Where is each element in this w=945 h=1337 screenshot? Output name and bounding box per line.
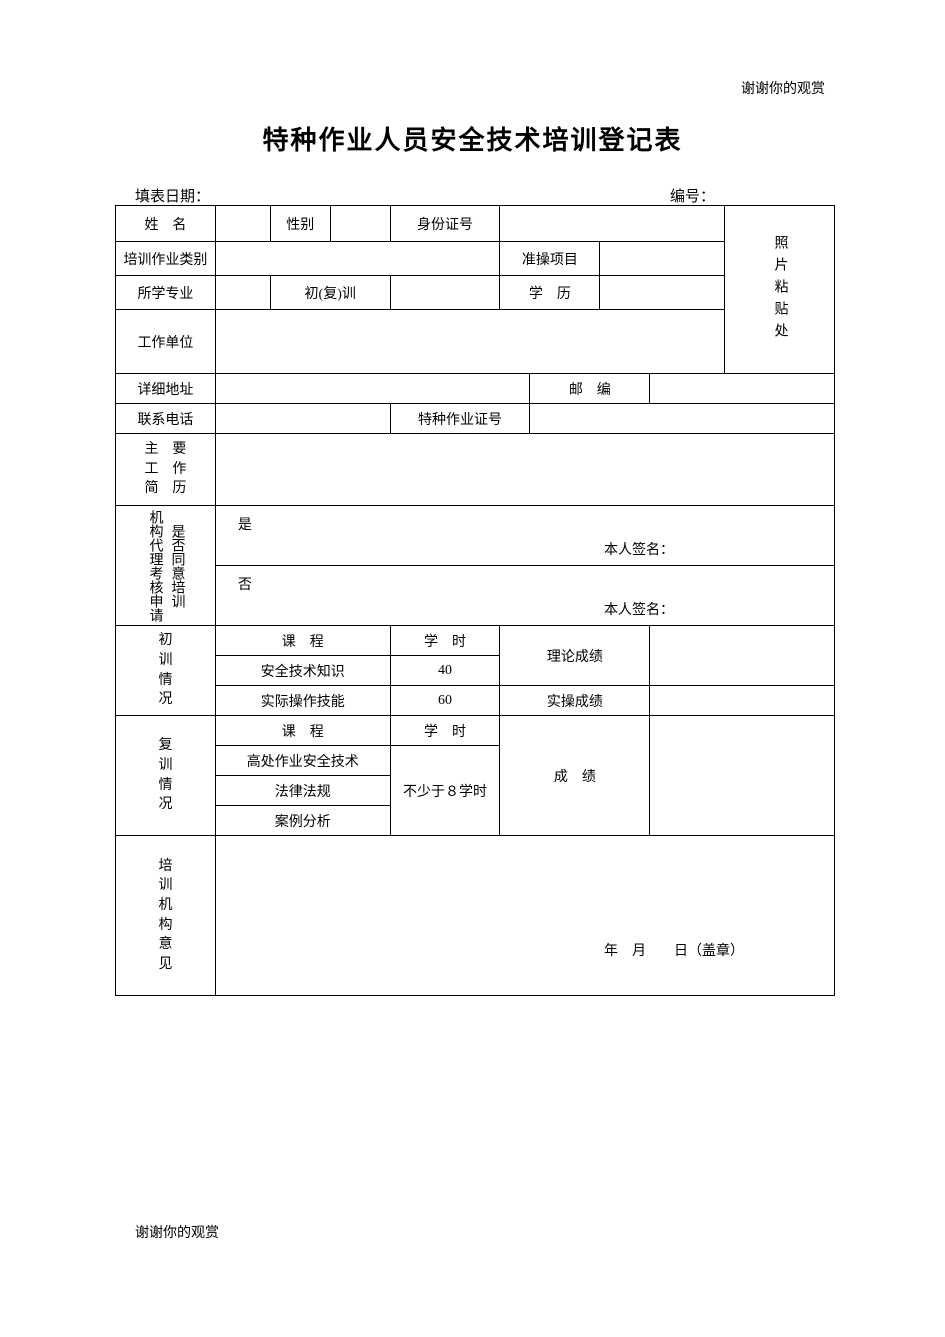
label-consent: 机构代理考核申请 是否同意培训	[116, 506, 216, 626]
retrain-course3: 案例分析	[215, 806, 390, 836]
label-major: 所学专业	[116, 276, 216, 310]
footer-note: 谢谢你的观赏	[135, 1222, 219, 1242]
number-label: 编号：	[670, 185, 715, 206]
initial-course2: 实际操作技能	[215, 686, 390, 716]
label-hours: 学 时	[390, 626, 500, 656]
fill-date-label: 填表日期：	[135, 185, 210, 206]
label-theory-score: 理论成绩	[500, 626, 650, 686]
org-l5: 意	[158, 935, 172, 955]
org-l6: 见	[158, 955, 172, 975]
consent-l1: 是否同意培训	[166, 524, 186, 608]
ret-l3: 情	[158, 776, 172, 796]
label-initial-retrain: 初(复)训	[270, 276, 390, 310]
resume-l3: 简 历	[144, 479, 186, 499]
init-l2: 训	[158, 651, 172, 671]
initial-course1: 安全技术知识	[215, 656, 390, 686]
value-name	[215, 206, 270, 242]
value-special-cert	[530, 404, 835, 434]
resume-l1: 主 要	[144, 440, 186, 460]
label-course-r: 课 程	[215, 716, 390, 746]
initial-hours1: 40	[390, 656, 500, 686]
value-resume	[215, 434, 834, 506]
resume-l2: 工 作	[144, 460, 186, 480]
label-practice-score: 实操成绩	[500, 686, 650, 716]
org-l4: 构	[158, 916, 172, 936]
consent-l2: 机构代理考核申请	[144, 510, 164, 622]
org-l2: 训	[158, 876, 172, 896]
label-address: 详细地址	[116, 374, 216, 404]
consent-yes: 是	[238, 514, 252, 534]
date-stamp: 年 月 日（盖章）	[604, 940, 744, 960]
ret-l2: 训	[158, 756, 172, 776]
label-initial-training: 初 训 情 况	[116, 626, 216, 716]
value-gender	[330, 206, 390, 242]
retrain-course2: 法律法规	[215, 776, 390, 806]
ret-l4: 况	[158, 795, 172, 815]
label-retrain: 复 训 情 况	[116, 716, 216, 836]
value-org-opinion: 年 月 日（盖章）	[215, 836, 834, 996]
label-course: 课 程	[215, 626, 390, 656]
value-workunit	[215, 310, 724, 374]
label-special-cert: 特种作业证号	[390, 404, 530, 434]
label-postcode: 邮 编	[530, 374, 650, 404]
label-org-opinion: 培 训 机 构 意 见	[116, 836, 216, 996]
org-l3: 机	[158, 896, 172, 916]
value-theory-score	[650, 626, 835, 686]
value-practice-score	[650, 686, 835, 716]
label-name: 姓 名	[116, 206, 216, 242]
photo-placeholder: 照片粘贴处	[725, 206, 835, 374]
label-workunit: 工作单位	[116, 310, 216, 374]
value-permit-item	[600, 242, 725, 276]
value-idno	[500, 206, 725, 242]
value-education	[600, 276, 725, 310]
consent-no: 否	[238, 574, 252, 594]
init-l3: 情	[158, 671, 172, 691]
retrain-hours: 不少于８学时	[390, 746, 500, 836]
value-major	[215, 276, 270, 310]
init-l1: 初	[158, 631, 172, 651]
label-score-r: 成 绩	[500, 716, 650, 836]
retrain-course1: 高处作业安全技术	[215, 746, 390, 776]
value-initial-retrain	[390, 276, 500, 310]
label-training-type: 培训作业类别	[116, 242, 216, 276]
label-permit-item: 准操项目	[500, 242, 600, 276]
ret-l1: 复	[158, 736, 172, 756]
label-idno: 身份证号	[390, 206, 500, 242]
label-gender: 性别	[270, 206, 330, 242]
label-phone: 联系电话	[116, 404, 216, 434]
registration-table: 姓 名 性别 身份证号 照片粘贴处 培训作业类别 准操项目 所学专业 初(复)训…	[115, 205, 835, 996]
initial-hours2: 60	[390, 686, 500, 716]
consent-no-cell: 否 本人签名：	[215, 566, 834, 626]
value-training-type	[215, 242, 500, 276]
signature-label-1: 本人签名：	[604, 539, 674, 559]
label-resume: 主 要 工 作 简 历	[116, 434, 216, 506]
label-education: 学 历	[500, 276, 600, 310]
init-l4: 况	[158, 690, 172, 710]
signature-label-2: 本人签名：	[604, 599, 674, 619]
header-note: 谢谢你的观赏	[741, 78, 825, 98]
value-phone	[215, 404, 390, 434]
org-l1: 培	[158, 857, 172, 877]
label-hours-r: 学 时	[390, 716, 500, 746]
value-address	[215, 374, 530, 404]
consent-yes-cell: 是 本人签名：	[215, 506, 834, 566]
page-title: 特种作业人员安全技术培训登记表	[0, 120, 945, 157]
value-score-r	[650, 716, 835, 836]
meta-row: 填表日期： 编号：	[135, 185, 835, 206]
value-postcode	[650, 374, 835, 404]
